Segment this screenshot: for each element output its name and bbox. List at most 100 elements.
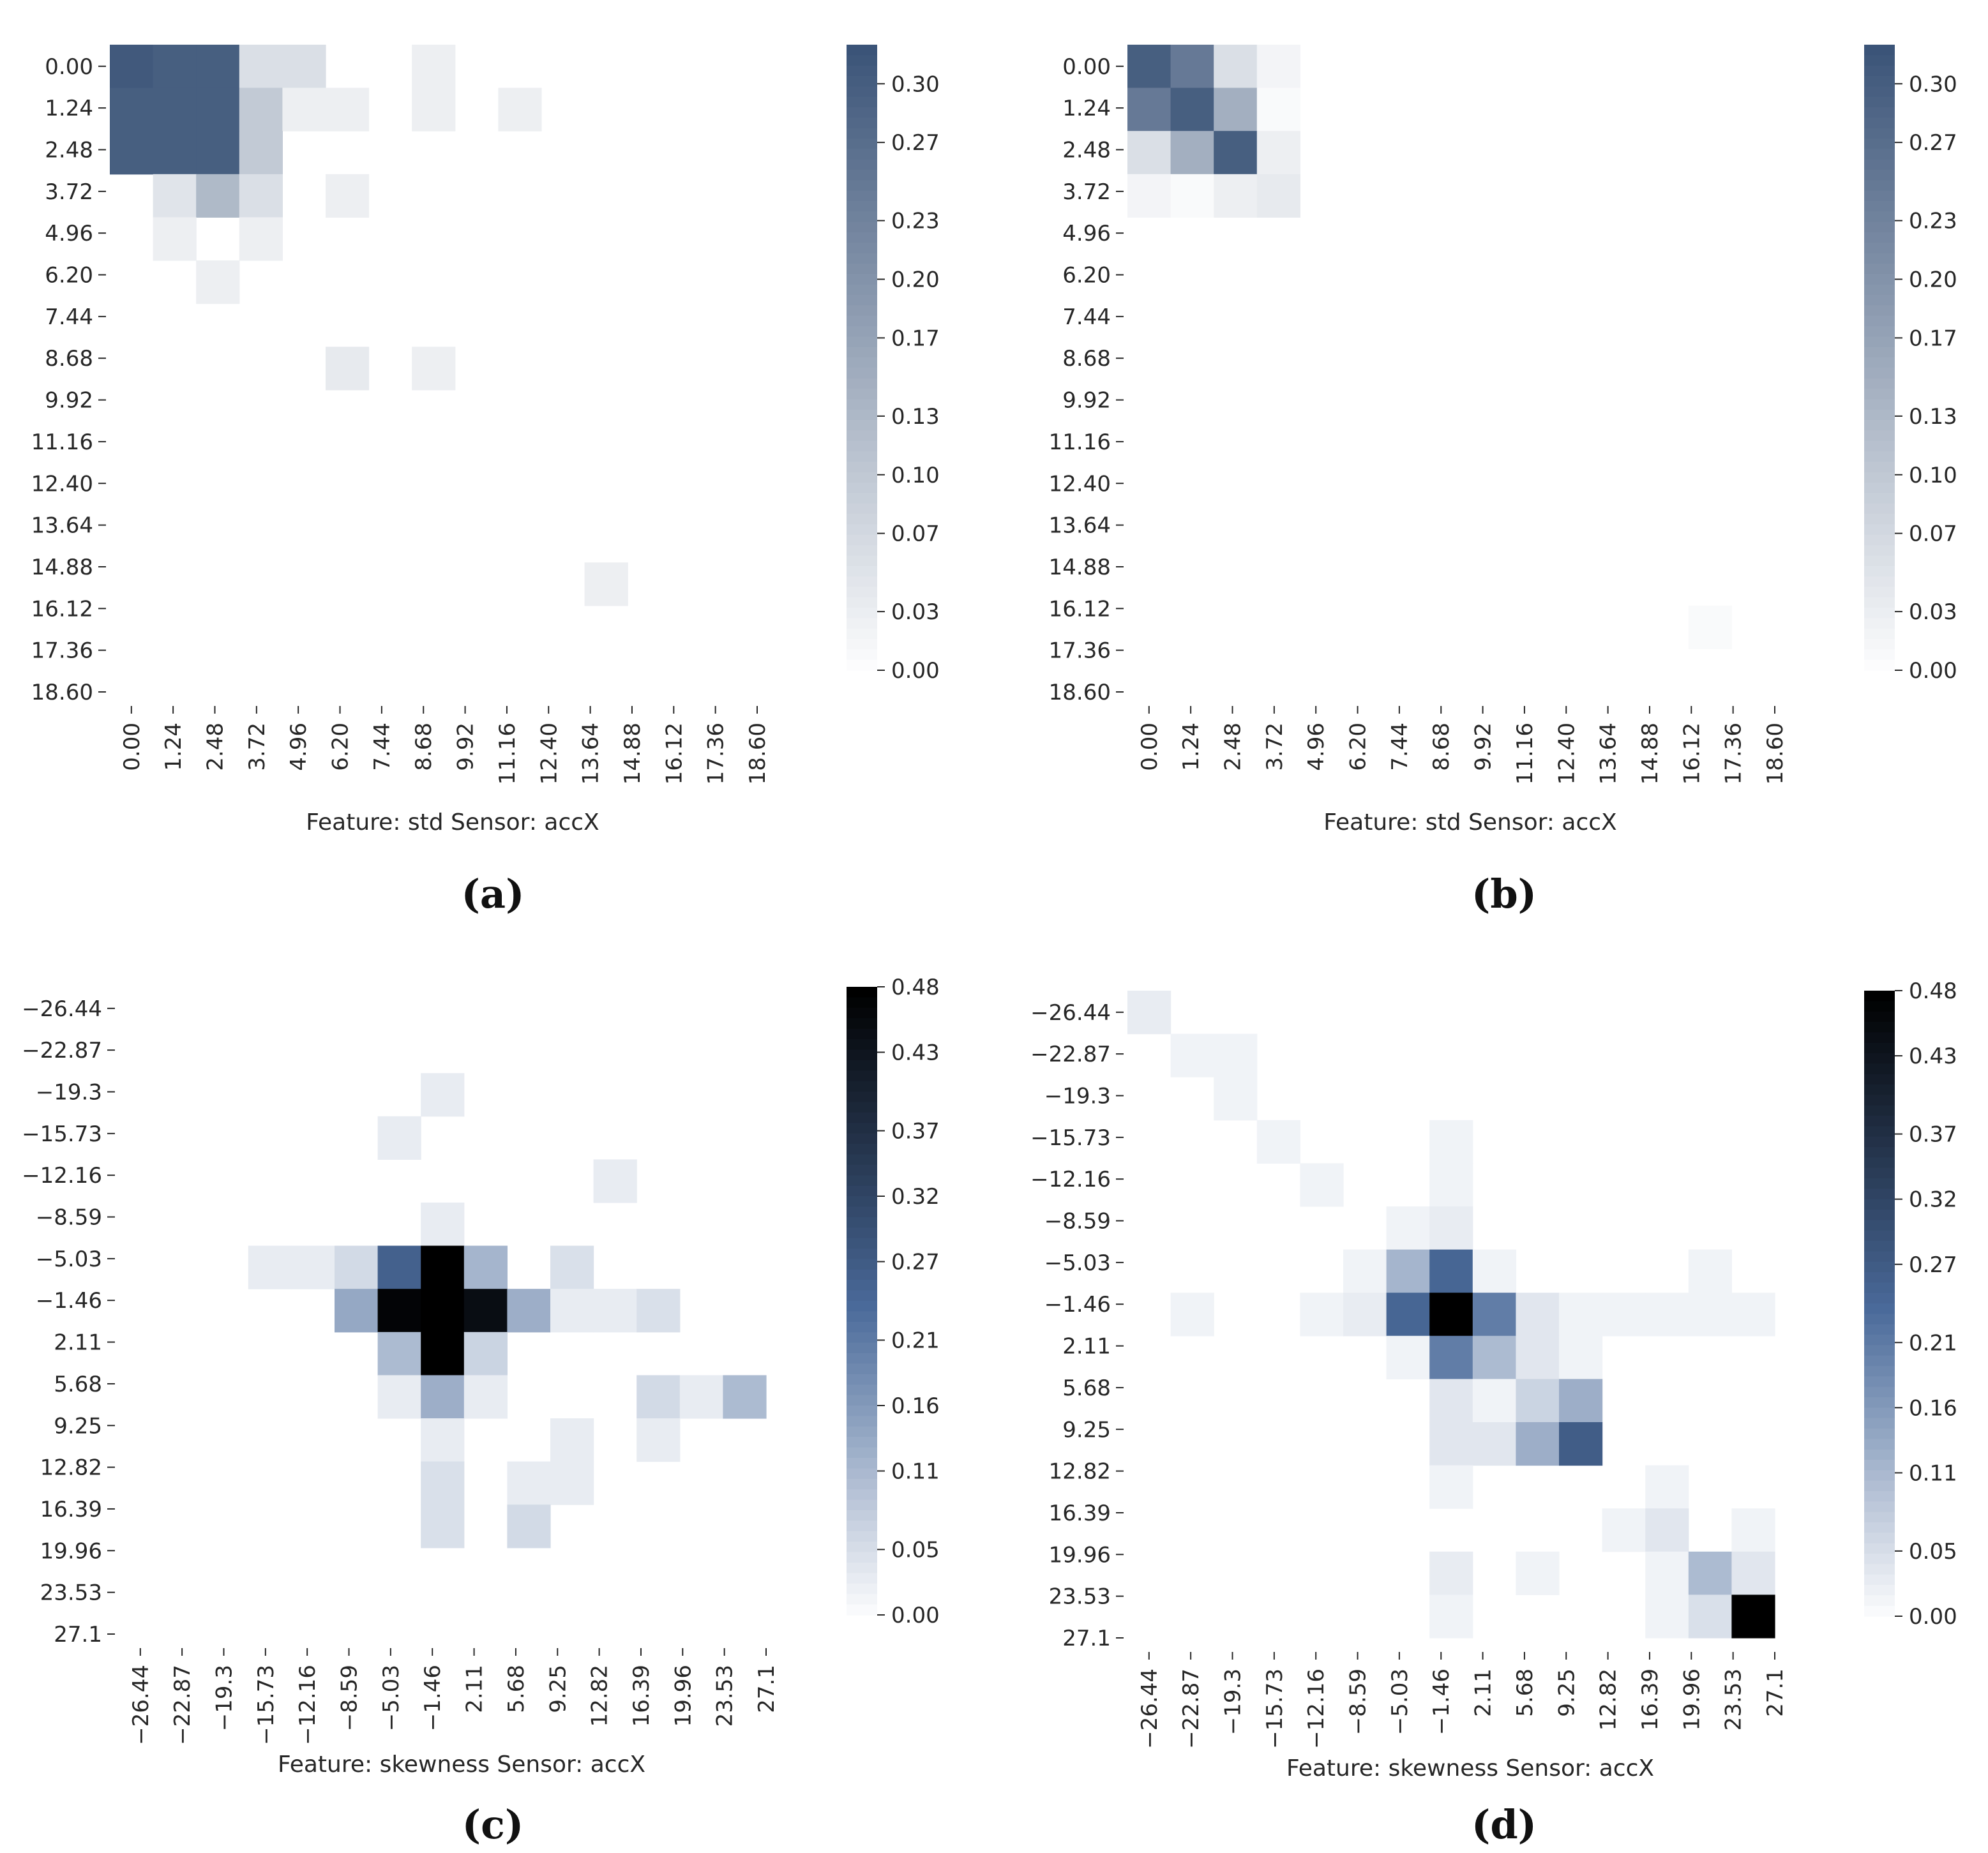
- colorbar-band: [847, 86, 877, 98]
- colorbar-band: [1864, 326, 1895, 338]
- colorbar-band: [1864, 1293, 1895, 1304]
- heatmap-cell: [153, 131, 197, 175]
- heatmap-cell: [1688, 1293, 1732, 1337]
- y-tick-label: −22.87: [22, 1038, 102, 1063]
- colorbar-band: [1864, 368, 1895, 379]
- y-tick-label: −19.3: [1044, 1083, 1111, 1109]
- colorbar-band: [1864, 1366, 1895, 1377]
- x-tick-label: 13.64: [1596, 723, 1622, 784]
- colorbar-band: [847, 1301, 877, 1312]
- colorbar-band: [1864, 1022, 1895, 1033]
- colorbar-band: [847, 1028, 877, 1040]
- x-axis-b: 0.00 1.24 2.48 3.72 4.96 6.20 7.44 8.68 9.92 11.1…: [1137, 706, 1788, 784]
- heatmap-cell: [1429, 1379, 1473, 1423]
- heatmap-cell: [421, 1245, 465, 1289]
- colorbar-band: [1864, 1220, 1895, 1231]
- colorbar-band: [1864, 128, 1895, 139]
- colorbar-band: [847, 1395, 877, 1406]
- x-tick-label: 14.88: [1638, 723, 1663, 784]
- colorbar-band: [1864, 1386, 1895, 1398]
- x-tick-label: −22.87: [1178, 1669, 1204, 1749]
- heatmap-cell: [1386, 1293, 1430, 1337]
- colorbar-band: [847, 1510, 877, 1522]
- colorbar-tick-label: 0.27: [891, 1250, 940, 1275]
- colorbar-band: [847, 274, 877, 285]
- colorbar-band: [1864, 1449, 1895, 1460]
- x-tick-label: 16.39: [629, 1665, 654, 1727]
- colorbar-band: [1864, 117, 1895, 129]
- colorbar-band: [847, 1499, 877, 1511]
- colorbar-band: [847, 555, 877, 567]
- colorbar-band: [847, 368, 877, 379]
- y-tick-label: −15.73: [22, 1122, 102, 1147]
- x-tick-label: −26.44: [1137, 1669, 1163, 1749]
- x-tick-label: 0.00: [1137, 723, 1163, 771]
- colorbar-tick-label: 0.48: [1909, 979, 1957, 1004]
- y-tick-label: 9.92: [1062, 388, 1111, 414]
- colorbar-band: [1864, 1429, 1895, 1440]
- x-tick-label: −12.16: [295, 1665, 320, 1745]
- colorbar-band: [847, 1060, 877, 1071]
- colorbar-band: [847, 1007, 877, 1019]
- colorbar-band: [847, 997, 877, 1009]
- heatmap-cell: [1429, 1249, 1473, 1293]
- heatmap-cell: [550, 1461, 594, 1505]
- colorbar-band: [1864, 1574, 1895, 1586]
- panel-d: −26.44−22.87−19.3−15.73−12.16−8.59−5.03−…: [1030, 979, 1957, 1848]
- colorbar-band: [847, 451, 877, 463]
- heatmap-cell: [196, 174, 240, 218]
- heatmap-cell: [1127, 45, 1171, 89]
- x-tick-label: −8.59: [1346, 1669, 1371, 1735]
- colorbar-band: [847, 608, 877, 619]
- colorbar-band: [1864, 1543, 1895, 1554]
- colorbar-band: [1864, 284, 1895, 296]
- y-tick-label: 23.53: [1049, 1584, 1111, 1610]
- heatmap-cell: [377, 1116, 421, 1160]
- heatmap-cell: [1214, 45, 1258, 89]
- colorbar-band: [1864, 608, 1895, 619]
- colorbar-band: [847, 1154, 877, 1166]
- colorbar-band: [1864, 232, 1895, 244]
- x-axis-d: −26.44 −22.87 −19.3 −15.73 −12.16 −8.59 −5.03−…: [1137, 1652, 1788, 1749]
- colorbar-band: [847, 1342, 877, 1354]
- colorbar-band: [847, 566, 877, 577]
- heatmap-cell: [1516, 1293, 1560, 1337]
- x-tick-label: 16.12: [1679, 723, 1705, 784]
- y-tick-label: 12.40: [1049, 471, 1111, 497]
- heatmap-cell: [421, 1073, 465, 1117]
- colorbar-tick-label: 0.23: [1909, 209, 1957, 234]
- colorbar-band: [847, 659, 877, 671]
- colorbar-tick-label: 0.03: [1909, 599, 1957, 625]
- panel-b: 0.00 1.24 2.48 3.72 4.96 6.20 7.44 8.68 9.92 11.1…: [1049, 45, 1957, 917]
- y-tick-label: −19.3: [36, 1079, 102, 1105]
- colorbar-band: [847, 1426, 877, 1437]
- x-tick-label: 19.96: [670, 1665, 696, 1727]
- colorbar-band: [847, 1259, 877, 1270]
- y-tick-label: 9.25: [1062, 1417, 1111, 1443]
- heatmap-cell: [1170, 45, 1214, 89]
- colorbar-band: [1864, 1345, 1895, 1356]
- colorbar-band: [847, 1217, 877, 1228]
- x-tick-label: 9.25: [1554, 1669, 1579, 1717]
- y-tick-label: 5.68: [1062, 1376, 1111, 1401]
- colorbar-band: [1864, 1272, 1895, 1284]
- colorbar-tick-label: 0.43: [1909, 1044, 1957, 1069]
- heatmap-cell: [291, 1245, 335, 1289]
- heatmap-cell: [421, 1418, 465, 1462]
- colorbar-band: [847, 180, 877, 191]
- colorbar-band: [1864, 1001, 1895, 1012]
- colorbar-tick-label: 0.27: [1909, 1252, 1957, 1278]
- x-tick-label: 4.96: [286, 723, 312, 771]
- x-tick-label: 13.64: [578, 723, 604, 784]
- x-axis-label-c: Feature: skewness Sensor: accX: [278, 1752, 645, 1778]
- x-tick-label: 6.20: [328, 723, 354, 771]
- colorbar-band: [847, 483, 877, 494]
- colorbar-band: [1864, 315, 1895, 327]
- heatmap-cell: [1127, 131, 1171, 175]
- colorbar-band: [847, 1552, 877, 1563]
- x-axis-c: −26.44 −22.87 −19.3 −15.73 −12.16 −8.59 −5.03−…: [128, 1648, 779, 1745]
- x-tick-label: 1.24: [1178, 723, 1204, 771]
- colorbar-band: [1864, 107, 1895, 119]
- x-tick-label: 16.39: [1638, 1669, 1663, 1730]
- x-tick-label: −12.16: [1304, 1669, 1329, 1749]
